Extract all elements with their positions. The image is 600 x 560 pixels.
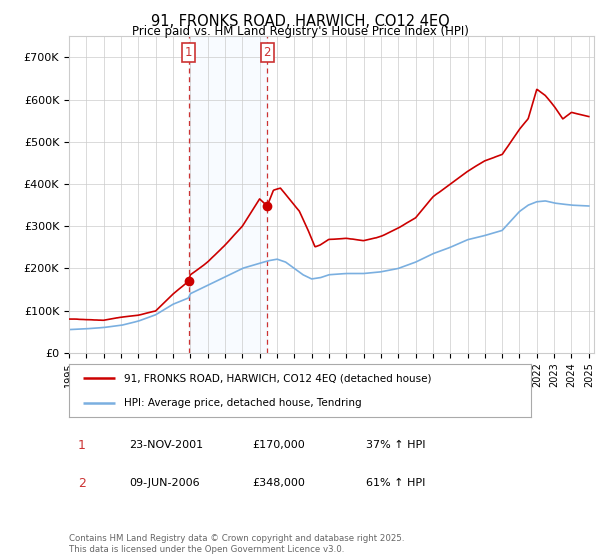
Text: 1: 1 [185, 46, 193, 59]
Text: Price paid vs. HM Land Registry's House Price Index (HPI): Price paid vs. HM Land Registry's House … [131, 25, 469, 38]
Text: 91, FRONKS ROAD, HARWICH, CO12 4EQ: 91, FRONKS ROAD, HARWICH, CO12 4EQ [151, 14, 449, 29]
Text: 37% ↑ HPI: 37% ↑ HPI [366, 440, 425, 450]
Text: 61% ↑ HPI: 61% ↑ HPI [366, 478, 425, 488]
Text: 1: 1 [77, 438, 86, 452]
Text: £170,000: £170,000 [252, 440, 305, 450]
Text: HPI: Average price, detached house, Tendring: HPI: Average price, detached house, Tend… [124, 398, 362, 408]
Text: 91, FRONKS ROAD, HARWICH, CO12 4EQ (detached house): 91, FRONKS ROAD, HARWICH, CO12 4EQ (deta… [124, 374, 432, 384]
Bar [188, 36, 267, 353]
Text: 23-NOV-2001: 23-NOV-2001 [129, 440, 203, 450]
Text: 09-JUN-2006: 09-JUN-2006 [129, 478, 200, 488]
Text: Contains HM Land Registry data © Crown copyright and database right 2025.
This d: Contains HM Land Registry data © Crown c… [69, 534, 404, 554]
Text: 2: 2 [263, 46, 271, 59]
Text: £348,000: £348,000 [252, 478, 305, 488]
Text: 2: 2 [77, 477, 86, 490]
